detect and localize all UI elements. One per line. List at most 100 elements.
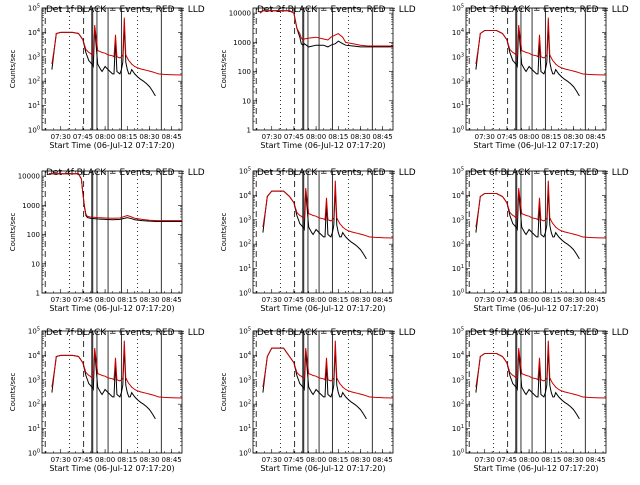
x-tick-label: 08:00 <box>519 133 539 141</box>
x-tick-label: 07:45 <box>284 296 304 304</box>
y-tick-label: 100 <box>238 68 251 76</box>
detector-panel-8: Det 8f BLACK = Events, RED = LLD 100 101 10… <box>220 327 416 474</box>
detector-panel-3: Det 3f BLACK = Events, RED = LLD 100 101 10… <box>452 4 629 151</box>
y-tick-label: 104 <box>239 191 251 200</box>
y-tick-label: 102 <box>28 77 40 86</box>
plot-frame <box>465 330 607 454</box>
y-tick-label: 1000 <box>22 202 40 210</box>
y-tick-label: 101 <box>452 424 464 433</box>
x-axis-label: Start Time (06-Jul-12 07:17:20) <box>473 141 598 150</box>
detector-panel-7: Det 7f BLACK = Events, RED = LLD 100 101 10… <box>9 327 205 474</box>
x-axis-label: Start Time (06-Jul-12 07:17:20) <box>49 141 174 150</box>
y-tick-label: 10000 <box>18 173 40 181</box>
y-tick-label: 104 <box>239 351 251 360</box>
x-tick-label: 07:30 <box>51 296 71 304</box>
y-tick-label: 103 <box>452 375 464 384</box>
y-tick-label: 104 <box>452 28 464 37</box>
y-tick-label: 105 <box>28 327 40 336</box>
x-axis-label: Start Time (06-Jul-12 07:17:20) <box>473 304 598 313</box>
x-tick-label: 08:00 <box>306 133 326 141</box>
detector-panel-2: Det 2f BLACK = Events, RED = LLD 1 10 100 10… <box>220 5 416 150</box>
lld-series-line <box>259 10 393 47</box>
y-tick-label: 101 <box>452 264 464 273</box>
events-series-line <box>475 25 580 97</box>
detector-panel-9: Det 9f BLACK = Events, RED = LLD 100 101 10… <box>452 327 629 474</box>
y-tick-label: 102 <box>239 240 251 249</box>
y-tick-label: 101 <box>28 101 40 110</box>
lld-series-line <box>262 180 393 239</box>
x-tick-label: 08:00 <box>95 456 115 464</box>
x-tick-label: 07:30 <box>262 296 282 304</box>
x-tick-label: 07:30 <box>51 133 71 141</box>
x-tick-label: 08:30 <box>350 296 370 304</box>
plot-frame <box>252 330 394 454</box>
x-tick-label: 07:30 <box>262 133 282 141</box>
y-axis-label: Counts/sec <box>9 213 17 252</box>
x-tick-label: 08:45 <box>586 296 606 304</box>
y-tick-label: 102 <box>28 400 40 409</box>
x-axis-label: Start Time (06-Jul-12 07:17:20) <box>260 464 385 473</box>
x-tick-label: 08:00 <box>95 296 115 304</box>
x-tick-label: 08:15 <box>328 456 348 464</box>
panel-title: Det 7f BLACK = Events, RED = LLD <box>46 328 205 338</box>
panel-title: Det 9f BLACK = Events, RED = LLD <box>470 328 629 338</box>
x-tick-label: 08:45 <box>162 296 182 304</box>
x-tick-label: 08:15 <box>328 133 348 141</box>
x-tick-label: 08:30 <box>139 456 159 464</box>
y-tick-label: 100 <box>452 449 464 458</box>
x-tick-label: 08:15 <box>541 133 561 141</box>
x-tick-label: 07:45 <box>497 456 517 464</box>
x-tick-label: 08:15 <box>117 296 137 304</box>
x-tick-label: 08:30 <box>139 133 159 141</box>
events-series-line <box>475 348 580 420</box>
x-tick-label: 07:45 <box>497 133 517 141</box>
y-tick-label: 10000 <box>229 10 251 18</box>
y-tick-label: 103 <box>452 52 464 61</box>
y-axis-label: Counts/sec <box>220 213 228 252</box>
y-tick-label: 105 <box>452 167 464 176</box>
y-tick-label: 100 <box>28 126 40 135</box>
y-tick-label: 104 <box>28 351 40 360</box>
x-tick-label: 08:45 <box>373 456 393 464</box>
y-tick-label: 103 <box>239 215 251 224</box>
y-tick-label: 102 <box>239 400 251 409</box>
y-tick-label: 1000 <box>233 39 251 47</box>
events-series-line <box>475 188 580 260</box>
y-axis-label: Counts/sec <box>9 373 17 412</box>
y-axis-label: Counts/sec <box>220 373 228 412</box>
x-tick-label: 08:15 <box>541 456 561 464</box>
x-tick-label: 07:45 <box>497 296 517 304</box>
plot-frame <box>465 170 607 294</box>
panel-title: Det 8f BLACK = Events, RED = LLD <box>257 328 416 338</box>
y-tick-label: 105 <box>452 327 464 336</box>
x-tick-label: 08:45 <box>373 133 393 141</box>
x-tick-label: 08:30 <box>350 456 370 464</box>
x-axis-label: Start Time (06-Jul-12 07:17:20) <box>49 304 174 313</box>
panel-title: Det 5f BLACK = Events, RED = LLD <box>257 168 416 178</box>
x-tick-label: 07:30 <box>51 456 71 464</box>
detector-panel-4: Det 4f BLACK = Events, RED = LLD 1 10 100 10… <box>9 168 205 313</box>
x-tick-label: 07:45 <box>73 296 93 304</box>
plot-frame <box>41 330 183 454</box>
events-series-line <box>259 10 393 48</box>
y-tick-label: 104 <box>28 28 40 37</box>
x-tick-label: 08:30 <box>350 133 370 141</box>
y-tick-label: 1 <box>247 127 251 135</box>
x-tick-label: 07:45 <box>73 456 93 464</box>
lld-series-line <box>475 17 606 76</box>
y-tick-label: 100 <box>452 126 464 135</box>
y-tick-label: 103 <box>28 375 40 384</box>
y-tick-label: 105 <box>452 4 464 13</box>
y-tick-label: 100 <box>239 289 251 298</box>
y-tick-label: 102 <box>452 77 464 86</box>
x-tick-label: 07:30 <box>475 456 495 464</box>
y-tick-label: 105 <box>239 167 251 176</box>
x-tick-label: 08:30 <box>563 456 583 464</box>
detector-panel-6: Det 6f BLACK = Events, RED = LLD 100 101 10… <box>452 167 629 314</box>
events-series-line <box>51 348 156 420</box>
x-tick-label: 08:30 <box>563 133 583 141</box>
events-series-line <box>262 188 367 260</box>
panel-title: Det 1f BLACK = Events, RED = LLD <box>46 5 205 15</box>
x-tick-label: 08:15 <box>117 456 137 464</box>
